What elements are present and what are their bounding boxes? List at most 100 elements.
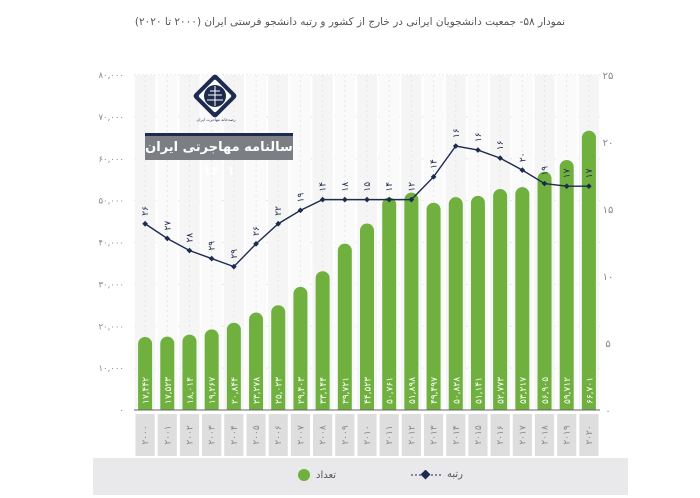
category-box xyxy=(224,414,244,456)
bar-value-label: ۵۳,۲۱۷ xyxy=(519,377,529,404)
rank-marker xyxy=(430,174,437,180)
category-label: ۲۰۱۸ xyxy=(541,425,551,445)
category-box xyxy=(401,414,421,456)
rank-marker xyxy=(186,247,193,254)
green-dot-icon xyxy=(298,469,310,481)
rank-marker xyxy=(519,167,526,173)
bar xyxy=(160,336,175,410)
left-tick-label: ۸۰,۰۰۰ xyxy=(98,71,124,81)
bar-value-label: ۲۰,۸۴۴ xyxy=(230,377,240,404)
bar-value-label: ۱۹,۲۶۷ xyxy=(208,377,218,404)
rank-marker xyxy=(452,143,459,149)
left-tick-label: ۲۰,۰۰۰ xyxy=(98,322,124,332)
logo xyxy=(193,74,237,118)
rank-marker xyxy=(275,220,282,227)
bar-value-label: ۱۸,۰۱۴ xyxy=(186,377,196,404)
bar-value-label: ۵۶,۹۰۵ xyxy=(541,377,551,404)
bar xyxy=(204,329,219,410)
rank-marker xyxy=(408,196,415,203)
logo-text: رصدخانه مهاجرت ایران xyxy=(196,117,236,122)
category-label: ۲۰۰۷ xyxy=(296,425,306,445)
bar-value-label: ۵۰,۷۶۱ xyxy=(386,377,396,404)
bar-value-label: ۴۴,۵۲۳ xyxy=(364,377,374,404)
rank-marker xyxy=(586,183,592,190)
rank-label: ۲۸ xyxy=(185,233,195,243)
bar xyxy=(138,336,153,410)
left-tick-label: ۳۰,۰۰۰ xyxy=(98,280,124,290)
dashed-line-diamond-icon xyxy=(411,469,441,479)
category-box xyxy=(157,414,177,456)
rank-label: ۱۷ xyxy=(563,168,573,178)
rank-label: ۱۹ xyxy=(541,166,551,176)
bar xyxy=(360,223,374,410)
bar xyxy=(448,197,463,410)
right-tick-label: ۰ xyxy=(605,406,610,417)
rank-line: ۲۶ ۲۷ ۲۸ ۲۹ ۲۹ ۲۶ ۲۲ ۱۹ ۱۴ ۱۸ ۱۵ ۱۴ ۱۲ ۱۴ ۱۶ ۱۶ ۱۶ ۲۰ ۱۹ ۱۷… xyxy=(141,128,595,270)
category-label: ۲۰۱۳ xyxy=(430,425,440,445)
rank-marker xyxy=(563,183,570,190)
legend-item-count: تعداد xyxy=(298,469,336,481)
legend-item-rank: رتبه xyxy=(411,469,463,480)
category-label: ۲۰۱۰ xyxy=(363,425,373,444)
category-box xyxy=(313,414,333,456)
rank-label: ۱۵ xyxy=(363,182,373,192)
bar-value-label: ۵۱,۸۹۸ xyxy=(408,377,418,404)
rank-label: ۱۲ xyxy=(407,182,417,192)
category-label: ۲۰۱۲ xyxy=(407,425,417,445)
rank-label: ۱۶ xyxy=(474,132,484,142)
right-tick-label: ۲۵ xyxy=(603,71,614,82)
bar xyxy=(559,159,574,410)
rank-label: ۲۹ xyxy=(230,249,240,259)
left-tick-label: ۴۰,۰۰۰ xyxy=(98,239,124,249)
rank-marker xyxy=(253,241,259,247)
rank-marker xyxy=(364,196,370,203)
category-box xyxy=(512,414,532,456)
bar xyxy=(493,189,508,410)
category-label: ۲۰۰۲ xyxy=(185,425,195,445)
rank-label: ۲۲ xyxy=(274,206,284,216)
bar-value-label: ۲۳,۲۷۸ xyxy=(253,377,263,404)
bar xyxy=(182,334,197,410)
legend-count-label: تعداد xyxy=(316,469,337,481)
bar xyxy=(537,171,552,410)
rank-label: ۲۹ xyxy=(208,241,218,251)
category-box xyxy=(379,414,399,456)
category-box xyxy=(179,414,200,456)
rank-marker xyxy=(297,207,304,214)
category-label: ۲۰۰۹ xyxy=(341,425,351,445)
rank-label: ۲۰ xyxy=(518,152,528,162)
rank-marker xyxy=(386,196,393,203)
bars: ۱۷,۴۴۲ ۱۷,۵۲۳ ۱۸,۰۱۴ ۱۹,۲۶۷ ۲۰,۸۴۴ ۲۳,۲۷۸ ۲۵,۰… xyxy=(138,130,596,410)
legend: تعداد رتبه xyxy=(93,458,628,495)
rank-label: ۱۴ xyxy=(385,182,395,192)
left-tick-label: ۵۰,۰۰۰ xyxy=(98,197,124,207)
left-tick-label: ۱۰,۰۰۰ xyxy=(98,364,124,374)
rank-marker xyxy=(341,196,348,203)
category-box xyxy=(490,414,510,456)
bar xyxy=(249,312,264,410)
bar-value-label: ۴۹,۴۹۷ xyxy=(430,377,440,404)
bar xyxy=(404,192,419,410)
bar xyxy=(337,243,352,410)
bar-value-label: ۳۹,۷۲۱ xyxy=(341,377,351,404)
category-box xyxy=(468,414,488,456)
category-box xyxy=(357,414,377,456)
rank-label: ۱۹ xyxy=(296,193,306,203)
rank-marker xyxy=(497,155,503,161)
category-label: ۲۰۱۱ xyxy=(385,425,395,444)
category-label: ۲۰۱۵ xyxy=(474,425,484,445)
bar-value-label: ۵۱,۱۴۱ xyxy=(474,377,484,404)
bar-value-label: ۲۹,۴۰۳ xyxy=(297,377,307,404)
category-label: ۲۰۰۰ xyxy=(141,425,151,444)
category-box xyxy=(557,414,577,456)
rank-label: ۱۴ xyxy=(319,182,329,192)
bar xyxy=(315,271,330,410)
rank-label: ۱۷ xyxy=(585,168,595,178)
rank-label: ۲۷ xyxy=(163,221,173,231)
category-label: ۲۰۰۱ xyxy=(163,425,173,444)
category-box xyxy=(423,414,444,456)
bar-value-label: ۱۷,۴۴۲ xyxy=(142,377,152,404)
bar xyxy=(470,195,485,410)
category-box xyxy=(335,414,355,456)
category-box xyxy=(446,414,466,456)
